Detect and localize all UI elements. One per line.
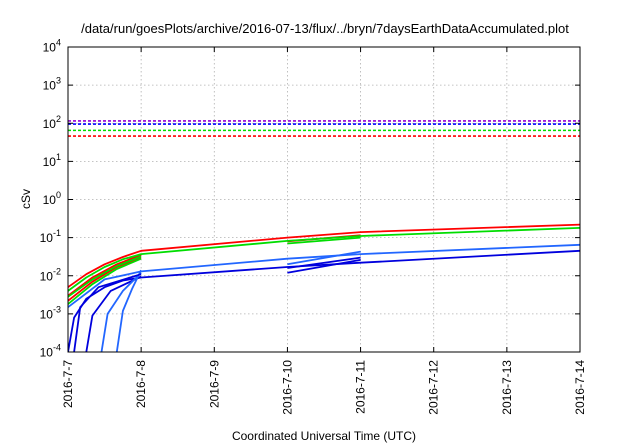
series-line <box>68 243 580 308</box>
y-tick-label: 10-2 <box>40 266 61 283</box>
series-line <box>287 236 361 245</box>
grid <box>68 47 580 352</box>
data-series <box>68 223 580 352</box>
series-line <box>85 275 142 352</box>
y-tick-label: 104 <box>43 38 61 55</box>
y-tick-label: 100 <box>43 190 61 207</box>
x-tick-label: 2016-7-7 <box>61 360 75 408</box>
y-tick-label: 103 <box>43 76 61 93</box>
x-tick-label: 2016-7-12 <box>427 360 441 415</box>
series-line <box>287 250 361 266</box>
y-axis: 10-4 10-3 10-2 10-1 100 101 102 103 104 <box>40 38 580 360</box>
y-tick-label: 10-1 <box>40 228 61 245</box>
y-axis-label: cSv <box>19 189 33 209</box>
x-tick-label: 2016-7-8 <box>134 360 148 408</box>
x-tick-label: 2016-7-9 <box>207 360 221 408</box>
series-line <box>287 256 361 269</box>
series-line <box>68 255 142 298</box>
y-tick-label: 10-3 <box>40 304 61 321</box>
series-line <box>68 227 580 292</box>
series-line <box>68 254 142 297</box>
series-line <box>68 256 142 302</box>
series-line <box>287 259 361 274</box>
x-tick-label: 2016-7-11 <box>354 360 368 414</box>
y-tick-label: 10-4 <box>40 343 61 360</box>
x-axis: 2016-7-7 2016-7-8 2016-7-9 2016-7-10 2016-7-… <box>61 47 587 415</box>
reference-lines <box>68 120 580 137</box>
series-line <box>115 269 142 352</box>
series-line <box>68 223 580 288</box>
x-tick-label: 2016-7-13 <box>500 360 514 415</box>
y-tick-label: 102 <box>43 114 61 131</box>
y-tick-label: 101 <box>43 152 61 169</box>
series-line <box>100 272 142 352</box>
x-tick-label: 2016-7-10 <box>280 360 294 415</box>
series-line <box>68 257 142 305</box>
chart-title: /data/run/goesPlots/archive/2016-07-13/f… <box>81 21 569 36</box>
series-line <box>73 273 142 352</box>
x-axis-label: Coordinated Universal Time (UTC) <box>232 429 416 443</box>
x-tick-label: 2016-7-14 <box>573 360 587 415</box>
